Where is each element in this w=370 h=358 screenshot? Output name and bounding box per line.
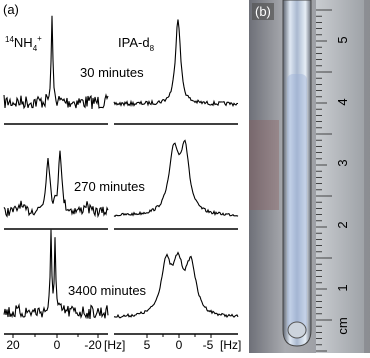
ruler-label: 5 bbox=[335, 36, 350, 43]
time-label: 270 minutes bbox=[74, 179, 145, 194]
label-box bbox=[252, 3, 274, 20]
ruler-label: 3 bbox=[335, 159, 350, 166]
spectrum bbox=[3, 15, 109, 110]
tick-label: -20 bbox=[84, 338, 102, 352]
spectrum bbox=[113, 139, 239, 218]
name: IPA-d bbox=[118, 35, 150, 50]
ion: NH bbox=[14, 35, 33, 50]
ruler-label: 1 bbox=[335, 284, 350, 291]
isotope: 14 bbox=[5, 35, 14, 44]
time-label: 3400 minutes bbox=[68, 283, 147, 298]
panel-label: (b) bbox=[255, 4, 271, 19]
sub: 4 bbox=[33, 44, 38, 53]
nucleus-label: IPA-d8 bbox=[118, 35, 155, 53]
ruler-label: cm bbox=[335, 317, 350, 334]
spectrum bbox=[3, 229, 109, 320]
tick-label: 0 bbox=[176, 338, 183, 352]
liquid bbox=[287, 74, 307, 336]
axis-unit: [Hz] bbox=[104, 338, 125, 352]
charge: + bbox=[37, 34, 42, 43]
spectrum bbox=[113, 19, 239, 108]
panel-label: (a) bbox=[3, 2, 19, 17]
tick-label: 0 bbox=[54, 338, 61, 352]
nucleus-label: 14NH4+ bbox=[5, 34, 42, 53]
tube-bottom bbox=[287, 321, 307, 339]
tick-label: -5 bbox=[203, 338, 214, 352]
spectrum bbox=[3, 150, 109, 219]
axis-unit: [Hz] bbox=[220, 338, 241, 352]
nmr-tube bbox=[282, 0, 312, 347]
ruler-label: 4 bbox=[335, 98, 350, 105]
time-label: 30 minutes bbox=[80, 65, 144, 80]
ruler bbox=[316, 0, 364, 353]
spectrum bbox=[113, 251, 239, 319]
sub: 8 bbox=[150, 44, 155, 53]
ruler-label: 2 bbox=[335, 221, 350, 228]
ruler-ticks bbox=[316, 9, 332, 358]
tick-label: 5 bbox=[144, 338, 151, 352]
tick-label: 20 bbox=[6, 338, 20, 352]
tick-marks bbox=[12, 334, 212, 338]
photo-reflection bbox=[249, 120, 279, 210]
panel-a: (a) 14NH4+ IPA-d8 30 minutes 270 minutes… bbox=[3, 2, 241, 352]
panel-b: 5 4 3 2 1 cm (b) bbox=[249, 0, 370, 358]
